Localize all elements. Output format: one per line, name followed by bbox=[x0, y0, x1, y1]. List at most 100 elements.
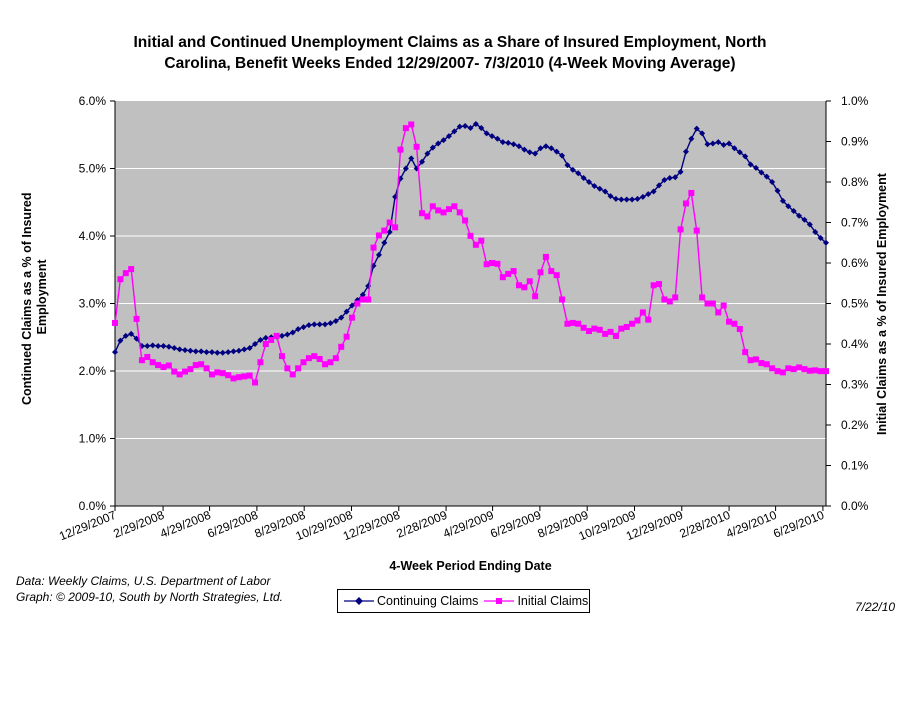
continuing-claims-point bbox=[736, 149, 743, 156]
initial-claims-point bbox=[349, 314, 355, 321]
continuing-claims-point bbox=[607, 193, 614, 200]
continuing-claims-point bbox=[295, 326, 302, 333]
source-line-2: Graph: © 2009-10, South by North Strateg… bbox=[16, 590, 283, 604]
continuing-claims-point bbox=[715, 139, 722, 146]
continuing-claims-point bbox=[203, 349, 210, 356]
initial-claims-point bbox=[359, 296, 366, 303]
continuing-claims-point bbox=[591, 183, 598, 190]
continuing-claims-point bbox=[322, 321, 329, 328]
continuing-claims-point bbox=[812, 228, 819, 235]
continuing-claims-point bbox=[478, 125, 485, 131]
continuing-claims-point bbox=[494, 135, 501, 142]
continuing-claims-point bbox=[677, 168, 684, 175]
continuing-claims-point bbox=[332, 318, 339, 325]
continuing-claims-point bbox=[429, 144, 436, 151]
chart-title: Initial and Continued Unemployment Claim… bbox=[100, 32, 800, 74]
initial-claims-point bbox=[639, 309, 646, 316]
y-axis-left-title-line-2: Employment bbox=[35, 259, 49, 335]
y-left-tick-label: 1.0% bbox=[79, 432, 107, 446]
y-left-tick-label: 5.0% bbox=[79, 162, 107, 176]
y-right-tick-label: 0.8% bbox=[841, 175, 869, 189]
initial-claims-point bbox=[526, 278, 533, 285]
continuing-claims-point bbox=[451, 128, 458, 135]
continuing-claims-point bbox=[128, 330, 135, 337]
initial-claims-point bbox=[429, 203, 436, 210]
initial-claims-point bbox=[806, 367, 813, 374]
continuing-claims-point bbox=[510, 141, 517, 148]
initial-claims-point bbox=[650, 282, 657, 289]
continuing-claims-point bbox=[467, 125, 474, 131]
legend-initial-marker bbox=[484, 598, 515, 604]
initial-claims-point bbox=[456, 209, 463, 216]
initial-claims-point bbox=[709, 300, 716, 307]
continuing-claims-point bbox=[758, 169, 765, 176]
initial-claims-point bbox=[742, 349, 749, 356]
initial-claims-point bbox=[591, 325, 598, 332]
initial-claims-point bbox=[596, 326, 603, 333]
initial-claims-point bbox=[656, 281, 663, 288]
initial-claims-point bbox=[726, 318, 733, 325]
initial-claims-point bbox=[445, 206, 452, 213]
initial-claims-point bbox=[252, 379, 259, 386]
initial-claims-point bbox=[553, 272, 560, 279]
continuing-claims-point bbox=[806, 221, 813, 228]
initial-claims-point bbox=[365, 296, 372, 303]
initial-claims-point bbox=[397, 146, 404, 153]
initial-claims-point bbox=[510, 268, 517, 275]
continuing-claims-point bbox=[316, 321, 323, 328]
initial-claims-point bbox=[262, 341, 269, 347]
x-tick-label: 6/29/2009 bbox=[488, 508, 543, 541]
initial-claims-point bbox=[435, 207, 442, 214]
initial-claims-point bbox=[155, 362, 162, 369]
continuing-claims-point bbox=[462, 122, 469, 129]
initial-claims-point bbox=[203, 365, 210, 372]
y-axis-left-title: Continued Claims as a % of Insured Emplo… bbox=[20, 189, 49, 405]
continuing-claims-point bbox=[176, 346, 183, 353]
initial-claims-point bbox=[769, 365, 776, 372]
continuing-claims-point bbox=[785, 203, 792, 210]
initial-claims-point bbox=[171, 368, 178, 375]
initial-claims-point bbox=[489, 260, 496, 266]
source-line-1: Data: Weekly Claims, U.S. Department of … bbox=[16, 574, 271, 588]
initial-claims-point bbox=[273, 332, 280, 339]
initial-claims-point bbox=[419, 210, 426, 217]
continuing-claims-point bbox=[171, 345, 178, 352]
initial-claims-point bbox=[731, 320, 738, 327]
continuing-claims-point bbox=[575, 170, 582, 177]
continuing-claims-point bbox=[618, 196, 625, 203]
continuing-claims-point bbox=[693, 125, 700, 132]
initial-claims-point bbox=[801, 366, 808, 373]
initial-claims-point bbox=[699, 294, 706, 301]
continuing-claims-point bbox=[338, 314, 345, 321]
initial-claims-point bbox=[370, 244, 377, 251]
initial-claims-point bbox=[505, 270, 512, 277]
legend-initial-label: Initial Claims bbox=[517, 594, 589, 608]
continuing-claims-point bbox=[192, 348, 199, 355]
initial-claims-point bbox=[278, 353, 285, 360]
data-source-note: Data: Weekly Claims, U.S. Department of … bbox=[16, 573, 283, 605]
initial-claims-point bbox=[375, 232, 382, 239]
continuing-claims-point bbox=[381, 239, 388, 246]
continuing-claims-point bbox=[117, 337, 124, 344]
initial-claims-point bbox=[225, 372, 232, 379]
continuing-claims-point bbox=[769, 179, 776, 185]
initial-claims-point bbox=[381, 227, 388, 234]
initial-claims-point bbox=[462, 217, 469, 224]
continuing-claims-point bbox=[586, 179, 592, 185]
continuing-claims-point bbox=[262, 334, 269, 341]
y-left-tick-label: 6.0% bbox=[79, 94, 107, 108]
continuing-claims-point bbox=[639, 193, 646, 200]
initial-claims-point bbox=[612, 332, 619, 339]
x-axis-title: 4-Week Period Ending Date bbox=[389, 559, 551, 573]
chart-title-line-2: Carolina, Benefit Weeks Ended 12/29/2007… bbox=[164, 55, 736, 72]
continuing-claims-point bbox=[645, 191, 652, 198]
initial-claims-point bbox=[268, 336, 275, 343]
initial-claims-point bbox=[715, 309, 722, 316]
continuing-claims-point bbox=[386, 228, 393, 235]
initial-claims-point bbox=[564, 320, 571, 327]
initial-claims-point bbox=[343, 333, 350, 340]
initial-claims-point bbox=[720, 302, 727, 309]
continuing-claims-point bbox=[720, 141, 727, 148]
continuing-claims-point bbox=[230, 348, 237, 355]
continuing-claims-point bbox=[402, 165, 409, 172]
